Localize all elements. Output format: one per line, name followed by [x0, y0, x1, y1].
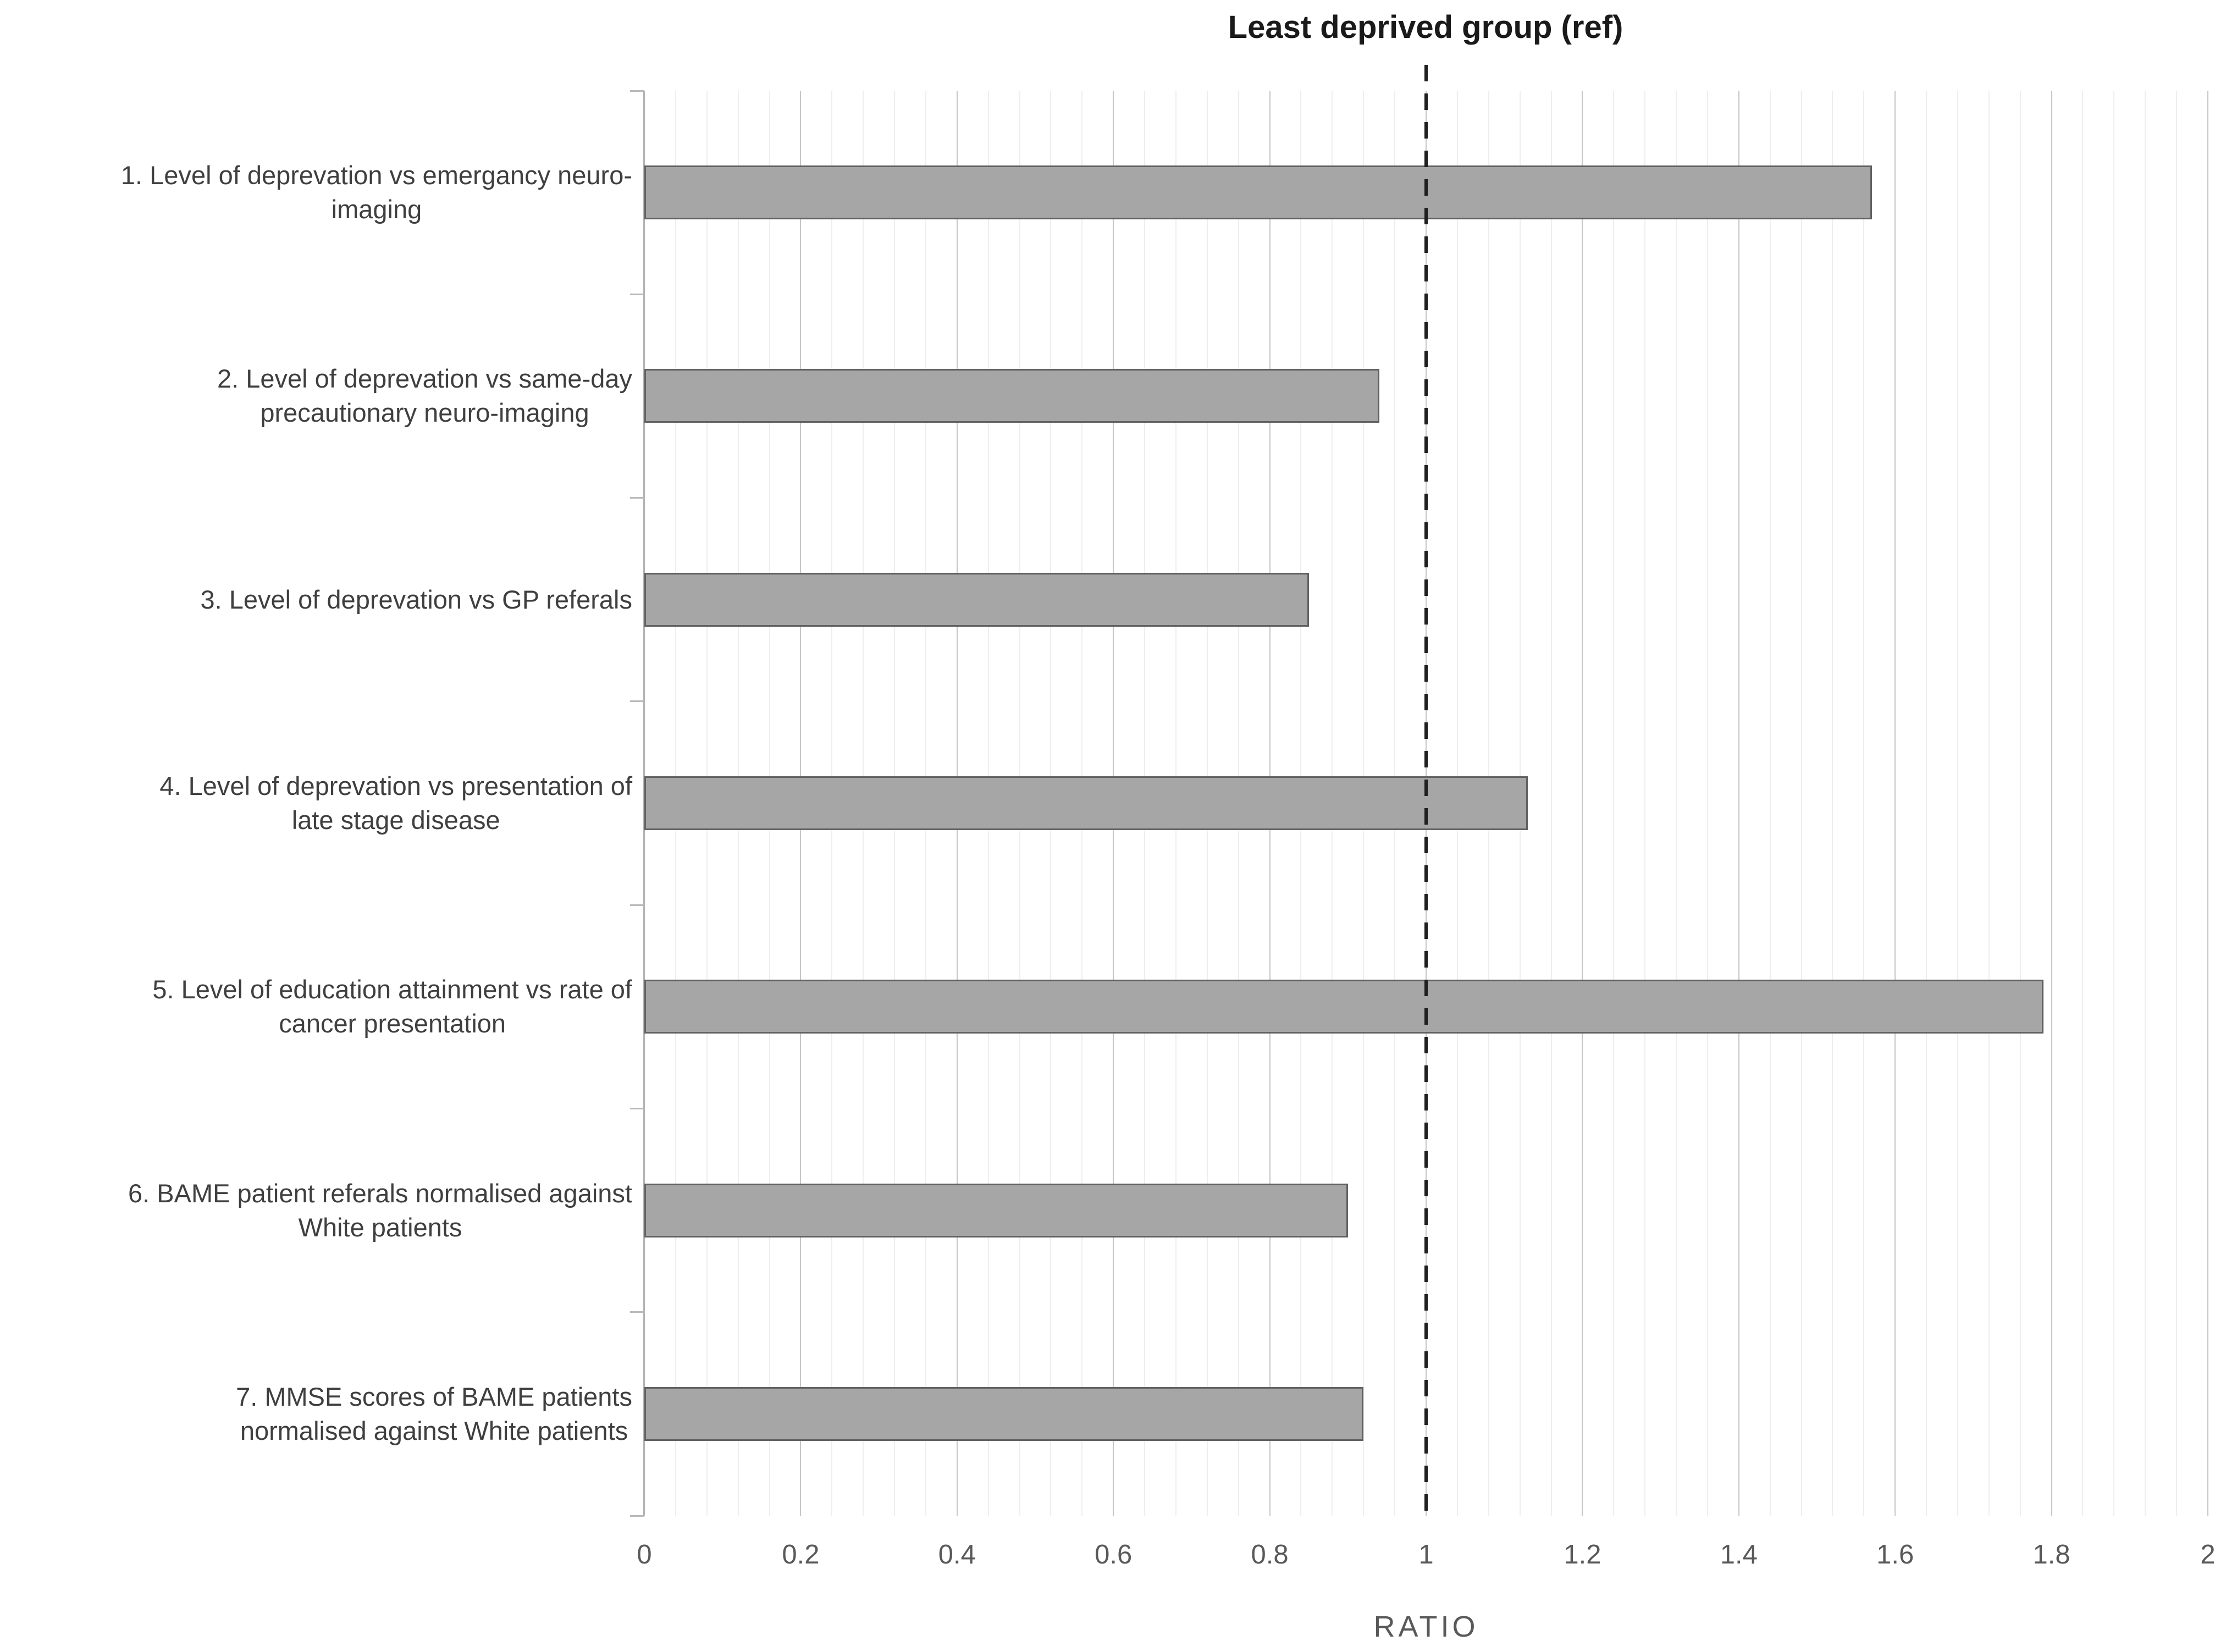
category-label-3: 3. Level of deprevation vs GP referals: [0, 498, 632, 701]
minor-gridline: [2113, 91, 2115, 1516]
x-axis-title: RATIO: [1373, 1610, 1479, 1643]
major-gridline: [1738, 91, 1739, 1516]
x-tick-label-0: 0: [637, 1540, 652, 1570]
minor-gridline: [1863, 91, 1865, 1516]
category-axis-tick: [630, 1311, 644, 1313]
minor-gridline: [1613, 91, 1615, 1516]
x-tick-label-1.6: 1.6: [1876, 1540, 1914, 1570]
x-tick-label-1.4: 1.4: [1720, 1540, 1758, 1570]
x-tick-label-1: 1: [1418, 1540, 1434, 1570]
minor-gridline: [2082, 91, 2084, 1516]
category-label-text: 5. Level of education attainment vs rate…: [152, 975, 632, 1038]
y-axis-line: [643, 91, 645, 1516]
category-label-text: 2. Level of deprevation vs same-day prec…: [217, 364, 632, 428]
category-axis-tick: [630, 1107, 644, 1109]
x-tick-label-0.8: 0.8: [1251, 1540, 1289, 1570]
minor-gridline: [1706, 91, 1708, 1516]
category-label-7: 7. MMSE scores of BAME patients normalis…: [0, 1312, 632, 1516]
category-label-5: 5. Level of education attainment vs rate…: [0, 905, 632, 1108]
major-gridline: [2207, 91, 2208, 1516]
minor-gridline: [1832, 91, 1833, 1516]
minor-gridline: [1988, 91, 1990, 1516]
minor-gridline: [1926, 91, 1927, 1516]
category-label-6: 6. BAME patient referals normalised agai…: [0, 1108, 632, 1312]
reference-dashed-line: [1424, 65, 1428, 1516]
minor-gridline: [2019, 91, 2021, 1516]
minor-gridline: [1550, 91, 1552, 1516]
category-axis-tick: [630, 700, 644, 703]
category-axis-tick: [630, 497, 644, 499]
bar-2: [644, 369, 1379, 423]
category-label-text: 3. Level of deprevation vs GP referals: [200, 584, 632, 614]
minor-gridline: [1644, 91, 1646, 1516]
x-tick-label-1.8: 1.8: [2032, 1540, 2070, 1570]
category-axis-tick: [630, 293, 644, 295]
category-axis-tick: [630, 904, 644, 906]
bar-7: [644, 1386, 1364, 1441]
bar-3: [644, 572, 1309, 627]
minor-gridline: [2145, 91, 2146, 1516]
chart-title: Least deprived group (ref): [1228, 9, 1623, 45]
plot-area: [630, 90, 2224, 1517]
minor-gridline: [1800, 91, 1802, 1516]
category-axis-tick: [630, 1515, 644, 1517]
minor-gridline: [2176, 91, 2178, 1516]
minor-gridline: [1769, 91, 1771, 1516]
minor-gridline: [1957, 91, 1958, 1516]
x-tick-label-0.6: 0.6: [1095, 1540, 1133, 1570]
x-tick-label-1.2: 1.2: [1564, 1540, 1601, 1570]
minor-gridline: [1676, 91, 1677, 1516]
category-label-text: 6. BAME patient referals normalised agai…: [128, 1178, 632, 1242]
x-tick-label-2: 2: [2200, 1540, 2216, 1570]
major-gridline: [2051, 91, 2052, 1516]
category-axis-tick: [630, 90, 644, 92]
major-gridline: [1582, 91, 1583, 1516]
major-gridline: [1894, 91, 1896, 1516]
bar-4: [644, 776, 1528, 830]
x-tick-label-0.2: 0.2: [782, 1540, 820, 1570]
category-label-text: 7. MMSE scores of BAME patients normalis…: [236, 1382, 632, 1445]
category-label-text: 1. Level of deprevation vs emergancy neu…: [120, 161, 632, 224]
category-label-2: 2. Level of deprevation vs same-day prec…: [0, 294, 632, 498]
x-tick-label-0.4: 0.4: [938, 1540, 976, 1570]
category-label-1: 1. Level of deprevation vs emergancy neu…: [0, 91, 632, 294]
bar-1: [644, 165, 1872, 220]
category-label-text: 4. Level of deprevation vs presentation …: [159, 771, 632, 835]
category-label-4: 4. Level of deprevation vs presentation …: [0, 701, 632, 905]
bar-6: [644, 1183, 1348, 1237]
bar-5: [644, 980, 2044, 1034]
